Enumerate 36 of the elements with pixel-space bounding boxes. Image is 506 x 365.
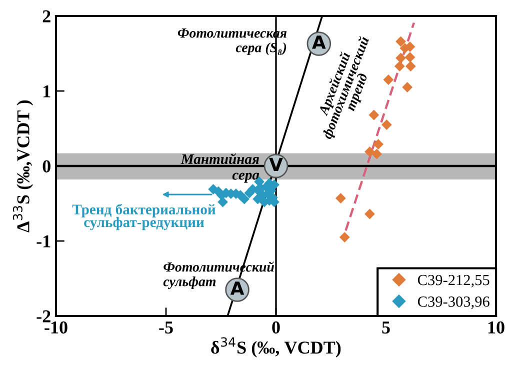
- annotation: V: [269, 158, 283, 171]
- annotation: Тренд бактериальной сульфат-редукции: [72, 204, 216, 230]
- point: [364, 146, 375, 157]
- point: [239, 194, 250, 204]
- x-axis-title: δ$^{34}$S (‰, VCDT): [211, 337, 341, 358]
- point: [402, 82, 413, 92]
- x-tick-label: -5: [159, 322, 173, 334]
- annotation: Мантийная сера: [180, 153, 260, 183]
- point: [373, 139, 384, 150]
- y-axis-title: Δ$^{33}$S (‰,VCDT ): [12, 100, 34, 232]
- y-tick-label: 2: [42, 10, 50, 22]
- point: [404, 52, 416, 62]
- y-tick-label: 0: [42, 160, 50, 172]
- point: [218, 196, 228, 208]
- point: [405, 61, 416, 72]
- point: [372, 148, 382, 160]
- legend-label: C39-303,96: [418, 296, 490, 309]
- y-tick-label: -2: [36, 310, 50, 322]
- point: [252, 194, 263, 204]
- x-tick-label: 0: [272, 321, 280, 334]
- point: [396, 36, 406, 47]
- point: [339, 232, 350, 242]
- x-tick-label: 5: [382, 322, 390, 334]
- annotation: A: [230, 282, 244, 295]
- y-tick-label: -1: [36, 235, 50, 248]
- point: [368, 110, 380, 120]
- point: [381, 120, 392, 130]
- legend-label: C39-212,55: [418, 274, 490, 288]
- x-tick-label: 10: [488, 321, 504, 334]
- x-tick-label: -10: [44, 321, 68, 334]
- point: [364, 208, 375, 220]
- point: [335, 193, 346, 204]
- y-tick-label: 1: [44, 85, 50, 98]
- point: [394, 61, 405, 72]
- point: [396, 52, 406, 64]
- point: [383, 74, 394, 85]
